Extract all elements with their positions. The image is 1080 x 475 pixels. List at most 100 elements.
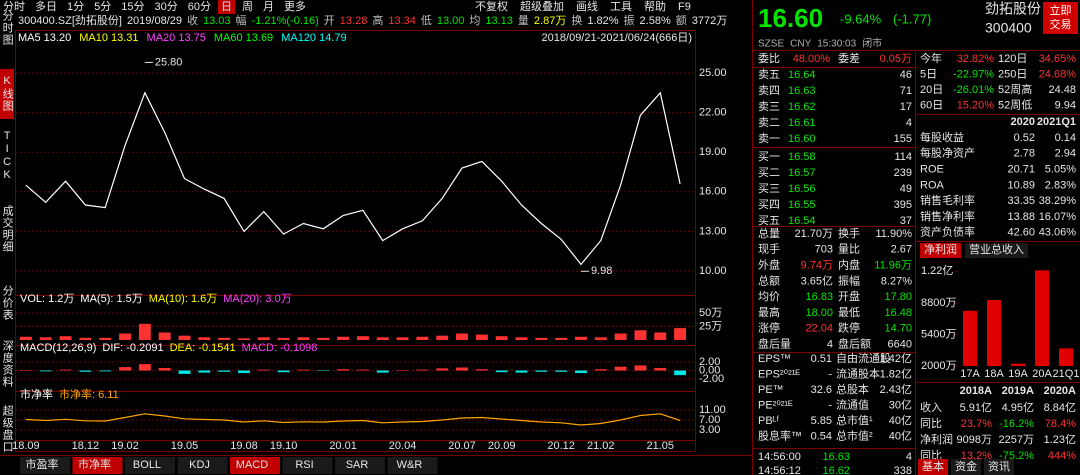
- stat-label: 总额: [758, 273, 780, 287]
- trade-button[interactable]: 交易: [1050, 17, 1072, 31]
- stat-value: 16.48: [884, 307, 912, 319]
- y-tick-label: 5400万: [921, 328, 956, 340]
- tool-button[interactable]: 帮助: [644, 0, 666, 13]
- stat-value: 22.04: [805, 323, 833, 335]
- trade-time: 14:56:00: [758, 451, 801, 463]
- metric-value: 2.83%: [1045, 179, 1076, 191]
- order-level: 买三: [758, 182, 780, 195]
- tool-button[interactable]: 超级叠加: [520, 0, 564, 13]
- profit-tab-bg: [965, 243, 1028, 258]
- y-tick-label: 19.00: [699, 146, 727, 158]
- period-tab[interactable]: 月: [263, 1, 274, 13]
- period-tab[interactable]: 更多: [284, 0, 306, 13]
- cell: 13.2%: [961, 450, 992, 462]
- side-tab[interactable]: 分时图: [1, 10, 14, 46]
- series-line: [25, 413, 681, 426]
- period-tab[interactable]: 日: [221, 1, 232, 13]
- y-tick-label: 7.00: [699, 414, 720, 426]
- order-level: 买五: [758, 214, 780, 227]
- stat-value: 2.67: [891, 244, 912, 256]
- side-tab[interactable]: K线图: [1, 75, 14, 112]
- period-tab[interactable]: 分时: [3, 0, 25, 13]
- bar: [495, 336, 508, 340]
- indicator-tab[interactable]: SAR: [346, 459, 369, 471]
- order-volume: 395: [894, 199, 912, 211]
- info-tab[interactable]: 资讯: [988, 460, 1010, 473]
- share-value: 32.6: [811, 384, 832, 396]
- profit-tab[interactable]: 营业总收入: [969, 242, 1024, 256]
- order-price: 16.56: [788, 183, 816, 195]
- row-label: 收入: [920, 400, 942, 414]
- side-tab[interactable]: 分价表: [1, 285, 14, 321]
- stat-value: 8.27%: [881, 275, 912, 287]
- period-tab[interactable]: 周: [242, 0, 253, 13]
- cell: -16.2%: [999, 418, 1034, 430]
- active-tab-bg: [72, 457, 123, 474]
- share-label: PE²⁰²¹ᴱ: [758, 399, 793, 411]
- column-header: 2019A: [1002, 385, 1034, 397]
- indicator-tab[interactable]: MACD: [236, 459, 268, 471]
- indicator-tab[interactable]: W&R: [397, 459, 423, 471]
- period-tab[interactable]: 60分: [188, 0, 211, 13]
- indicator-tab[interactable]: RSI: [295, 459, 313, 471]
- quote-field: -1.21%(-0.16): [252, 15, 319, 27]
- info-tab[interactable]: 基本: [922, 459, 944, 473]
- trade-button[interactable]: 立即: [1050, 3, 1072, 17]
- x-tick-label: 19.10: [270, 440, 298, 452]
- stat-value: 11.96万: [874, 260, 912, 272]
- period-tab[interactable]: 5分: [94, 0, 111, 13]
- stat-value: 17.80: [884, 291, 912, 303]
- x-tick-label: 21Q1: [1053, 368, 1080, 380]
- tool-button[interactable]: 不复权: [475, 0, 508, 13]
- tool-button[interactable]: F9: [678, 1, 691, 13]
- cell: 1.23亿: [1044, 433, 1076, 446]
- tool-button[interactable]: 工具: [610, 0, 632, 13]
- period-tab[interactable]: 多日: [35, 0, 57, 13]
- side-tab[interactable]: 深度资料: [1, 340, 14, 388]
- indicator-tab[interactable]: BOLL: [133, 459, 161, 471]
- x-tick-label: 20.01: [329, 440, 357, 452]
- bar: [1059, 348, 1073, 366]
- side-tab[interactable]: 超级盘口: [1, 404, 14, 453]
- stock-name: 劲拓股份: [985, 1, 1041, 17]
- chart-frame: [15, 30, 696, 452]
- quote-field: 13.03: [203, 15, 231, 27]
- bar: [396, 337, 409, 340]
- change: (-1.77): [893, 11, 931, 26]
- share-label: 流通值: [836, 397, 869, 411]
- share-value: 40亿: [889, 429, 912, 442]
- stat-value: 18.00: [805, 307, 833, 319]
- bar: [158, 367, 171, 371]
- indicator-tab[interactable]: KDJ: [189, 459, 210, 471]
- bar: [356, 369, 369, 371]
- indicator-tab[interactable]: 市盈率: [26, 457, 59, 471]
- market-status: SZSE: [758, 39, 784, 50]
- share-value: 1.42亿: [880, 352, 912, 365]
- side-tab[interactable]: 成交明细: [1, 205, 14, 253]
- cell: 8.84亿: [1044, 401, 1076, 414]
- tab-bg: [335, 457, 385, 474]
- side-tab[interactable]: TICK: [1, 130, 13, 182]
- period-tab[interactable]: 15分: [121, 0, 144, 13]
- bar: [634, 330, 647, 340]
- y-tick-label: 2000万: [921, 360, 956, 372]
- bar: [594, 369, 607, 371]
- period-tab[interactable]: 30分: [155, 0, 178, 13]
- trade-button-bg[interactable]: [1043, 2, 1078, 34]
- ma-value: MA10 13.31: [79, 32, 138, 44]
- tool-button[interactable]: 画线: [576, 0, 598, 13]
- info-tab[interactable]: 资金: [955, 459, 977, 473]
- x-tick-label: 20A: [1032, 368, 1052, 380]
- quote-field: 开: [324, 15, 335, 27]
- stat-label: 开盘: [838, 289, 860, 303]
- bar: [337, 369, 350, 371]
- period-tab[interactable]: 1分: [67, 0, 84, 13]
- order-price: 16.62: [788, 101, 816, 113]
- metric-value: 2.94: [1055, 148, 1076, 160]
- market-status: 闭市: [862, 37, 882, 50]
- bar: [674, 328, 687, 340]
- profit-tab[interactable]: 净利润: [924, 242, 957, 256]
- bar: [575, 370, 587, 374]
- indicator-tab[interactable]: 市净率: [78, 457, 111, 471]
- x-tick-label: 21.05: [646, 440, 674, 452]
